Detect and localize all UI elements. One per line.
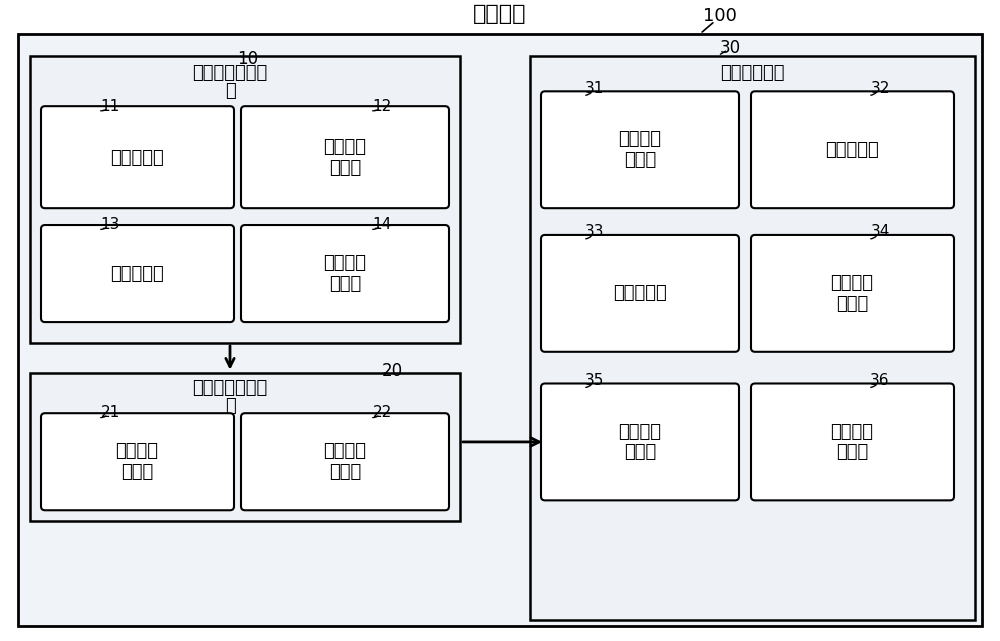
Text: 通信终端: 通信终端 <box>473 4 527 24</box>
FancyBboxPatch shape <box>30 372 460 521</box>
Text: 第二确定
子模块: 第二确定 子模块 <box>324 254 366 293</box>
Text: 33: 33 <box>585 224 605 240</box>
FancyBboxPatch shape <box>241 413 449 510</box>
Text: 分配子模块: 分配子模块 <box>110 149 164 167</box>
FancyBboxPatch shape <box>41 413 234 510</box>
FancyBboxPatch shape <box>541 91 739 208</box>
Text: 11: 11 <box>100 99 120 113</box>
Text: 10: 10 <box>237 49 259 68</box>
Text: 34: 34 <box>870 224 890 240</box>
Text: 第一确定
子模块: 第一确定 子模块 <box>324 138 366 177</box>
Text: 第二计算
子模块: 第二计算 子模块 <box>324 442 366 481</box>
Text: 20: 20 <box>381 362 403 379</box>
Text: 31: 31 <box>585 81 605 96</box>
Text: 重发子模块: 重发子模块 <box>613 285 667 303</box>
FancyBboxPatch shape <box>541 235 739 352</box>
Text: 22: 22 <box>372 404 392 420</box>
Text: 块: 块 <box>225 82 235 100</box>
Text: 标注子模块: 标注子模块 <box>825 141 879 159</box>
Text: 第二判断
子模块: 第二判断 子模块 <box>618 422 662 462</box>
Text: 30: 30 <box>719 38 741 57</box>
Text: 32: 32 <box>870 81 890 96</box>
Text: 第一计算
子模块: 第一计算 子模块 <box>116 442 158 481</box>
Text: 14: 14 <box>372 217 392 231</box>
Text: 100: 100 <box>703 7 737 25</box>
Text: 第一判断
子模块: 第一判断 子模块 <box>830 274 874 313</box>
Text: 13: 13 <box>100 217 120 231</box>
Text: 次数判断
子模块: 次数判断 子模块 <box>618 130 662 169</box>
Text: 重发权重确定模: 重发权重确定模 <box>192 65 268 83</box>
Text: 35: 35 <box>585 373 605 388</box>
FancyBboxPatch shape <box>30 56 460 343</box>
FancyBboxPatch shape <box>541 383 739 501</box>
Text: 第三判断
子模块: 第三判断 子模块 <box>830 422 874 462</box>
Text: 重发处理模块: 重发处理模块 <box>720 65 784 83</box>
Text: 36: 36 <box>870 373 890 388</box>
FancyBboxPatch shape <box>751 91 954 208</box>
FancyBboxPatch shape <box>18 34 982 626</box>
FancyBboxPatch shape <box>241 225 449 322</box>
Text: 分析子模块: 分析子模块 <box>110 265 164 283</box>
FancyBboxPatch shape <box>41 225 234 322</box>
FancyBboxPatch shape <box>530 56 975 620</box>
FancyBboxPatch shape <box>41 106 234 208</box>
Text: 21: 21 <box>100 404 120 420</box>
FancyBboxPatch shape <box>241 106 449 208</box>
FancyBboxPatch shape <box>751 235 954 352</box>
Text: 12: 12 <box>372 99 392 113</box>
Text: 块: 块 <box>225 397 235 415</box>
FancyBboxPatch shape <box>751 383 954 501</box>
Text: 重发次数计算模: 重发次数计算模 <box>192 379 268 397</box>
